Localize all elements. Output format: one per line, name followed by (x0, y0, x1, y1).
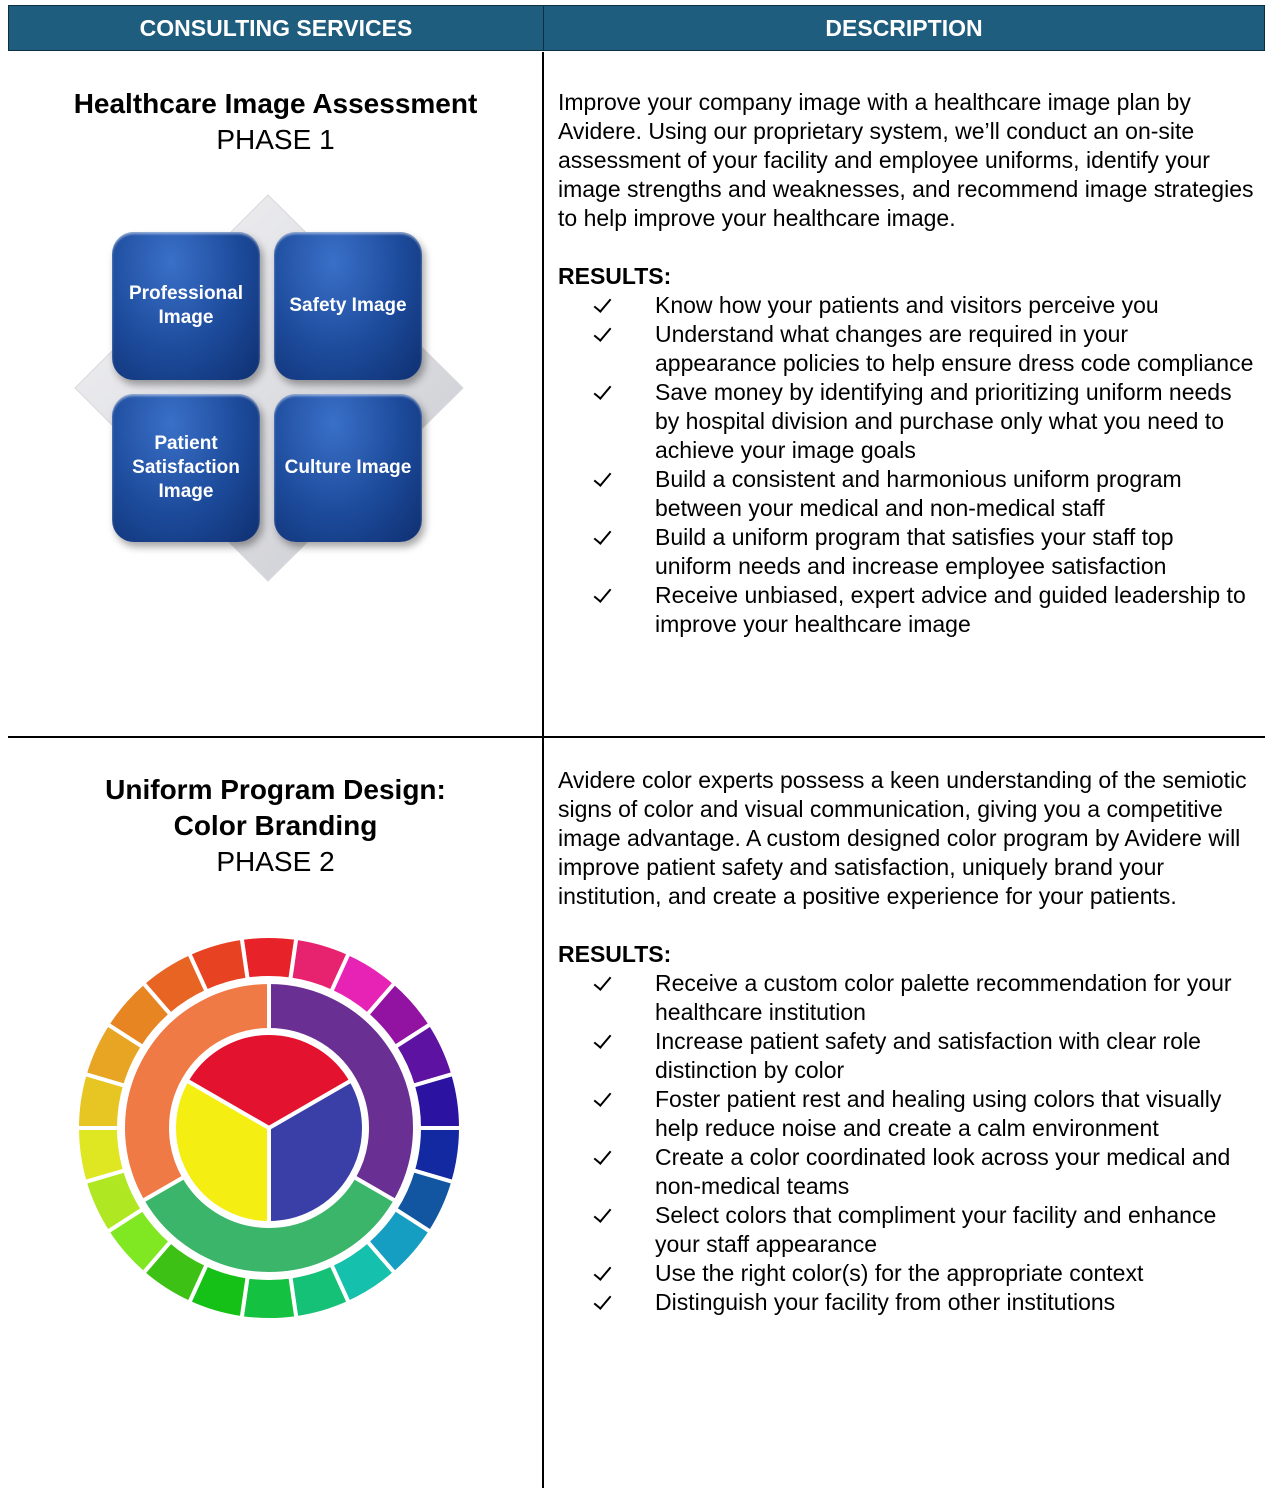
service-title: Healthcare Image Assessment (73, 88, 478, 119)
service-cell: Uniform Program Design: Color Branding P… (8, 772, 543, 880)
wheel-core (183, 1031, 355, 1131)
wheel-ring (267, 979, 417, 1204)
phase: PHASE 1 (216, 124, 335, 155)
result-item: Understand what changes are required in … (558, 320, 1255, 378)
description-cell: Avidere color experts possess a keen und… (558, 766, 1263, 1317)
service-title: Uniform Program Design: (105, 774, 446, 805)
diagram-tile: Culture Image (274, 394, 422, 542)
result-item: Build a consistent and harmonious unifor… (558, 465, 1255, 523)
description-cell: Improve your company image with a health… (558, 88, 1263, 639)
result-item: Receive a custom color palette recommend… (558, 969, 1255, 1027)
header-cell: DESCRIPTION (543, 5, 1265, 51)
results-label: RESULTS: (558, 941, 672, 967)
row-divider (8, 736, 1265, 738)
wheel-segment (239, 934, 299, 982)
result-item: Save money by identifying and prioritizi… (558, 378, 1255, 465)
result-item: Increase patient safety and satisfaction… (558, 1027, 1255, 1085)
wheel-segment (74, 1126, 128, 1185)
diagram-tile: Safety Image (274, 232, 422, 380)
wheel-core (267, 1077, 366, 1226)
result-item: Receive unbiased, expert advice and guid… (558, 581, 1255, 639)
description: Improve your company image with a health… (558, 89, 1254, 231)
result-item: Know how your patients and visitors perc… (558, 291, 1255, 320)
column-divider (542, 52, 544, 1488)
result-item: Foster patient rest and healing using co… (558, 1085, 1255, 1143)
phase: PHASE 2 (216, 846, 335, 877)
color-wheel (74, 934, 464, 1322)
service-title: Color Branding (173, 810, 378, 841)
wheel-segment (410, 1071, 464, 1130)
result-item: Distinguish your facility from other ins… (558, 1288, 1255, 1317)
result-item: Build a uniform program that satisfies y… (558, 523, 1255, 581)
wheel-ring (121, 979, 271, 1204)
wheel-segment (239, 1274, 299, 1322)
description: Avidere color experts possess a keen und… (558, 767, 1247, 909)
service-cell: Healthcare Image Assessment PHASE 1 (8, 86, 543, 158)
results-list: Receive a custom color palette recommend… (558, 969, 1263, 1317)
result-item: Create a color coordinated look across y… (558, 1143, 1255, 1201)
results-list: Know how your patients and visitors perc… (558, 291, 1263, 639)
wheel-ring (139, 1174, 399, 1276)
header-cell: CONSULTING SERVICES (8, 5, 544, 51)
diagram-tile: Patient Satisfaction Image (112, 394, 260, 542)
results-label: RESULTS: (558, 263, 672, 289)
diagram-tile: Professional Image (112, 232, 260, 380)
wheel-core (172, 1077, 271, 1226)
result-item: Select colors that compliment your facil… (558, 1201, 1255, 1259)
wheel-segment (186, 935, 250, 995)
result-item: Use the right color(s) for the appropria… (558, 1259, 1255, 1288)
